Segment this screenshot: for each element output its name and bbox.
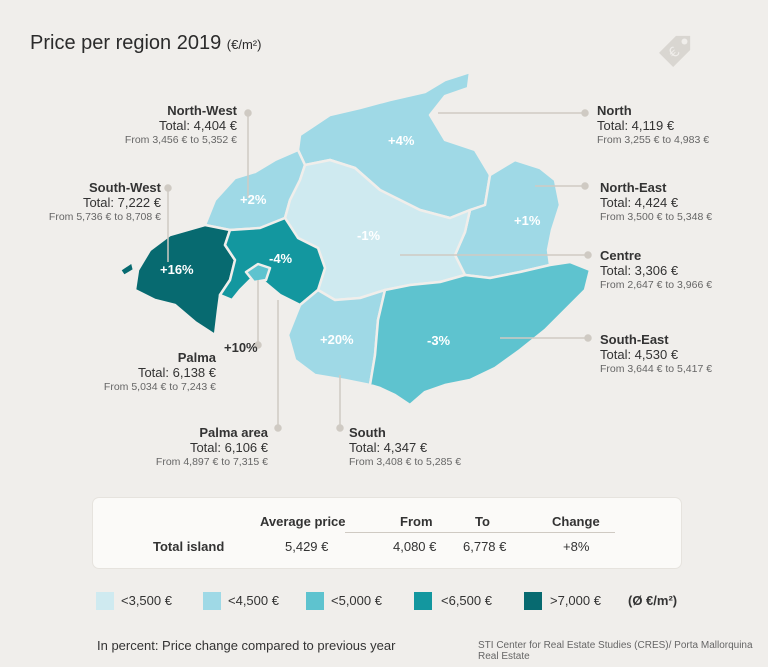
region-palma-area <box>218 216 327 307</box>
page-title: Price per region 2019 (€/m²) <box>30 32 262 54</box>
value-average-price: 5,429 € <box>285 539 329 554</box>
legend-label-2: <4,500 € <box>228 593 279 608</box>
region-palma <box>244 262 272 284</box>
header-from: From <box>400 514 433 529</box>
change-south-west: +16% <box>160 262 194 277</box>
footnote: In percent: Price change compared to pre… <box>97 638 396 653</box>
label-north-west: North-West Total: 4,404 € From 3,456 € t… <box>124 103 237 146</box>
label-palma-area: Palma area Total: 6,106 € From 4,897 € t… <box>155 425 268 468</box>
legend-swatch-3 <box>306 592 324 610</box>
label-north-east: North-East Total: 4,424 € From 3,500 € t… <box>600 180 713 223</box>
label-palma: Palma Total: 6,138 € From 5,034 € to 7,2… <box>103 350 216 393</box>
change-north-west: +2% <box>240 192 267 207</box>
legend-label-1: <3,500 € <box>121 593 172 608</box>
change-south: +20% <box>320 332 354 347</box>
change-north-east: +1% <box>514 213 541 228</box>
change-palma: +10% <box>224 340 258 355</box>
value-to: 6,778 € <box>463 539 507 554</box>
change-palma-area: -4% <box>269 251 293 266</box>
table-divider <box>345 532 615 533</box>
legend-swatch-4 <box>414 592 432 610</box>
header-average-price: Average price <box>260 514 346 529</box>
legend-label-5: >7,000 € <box>550 593 601 608</box>
row-label-total-island: Total island <box>153 539 225 554</box>
total-island-table: Average price From To Change Total islan… <box>93 498 681 568</box>
euro-price-tag-icon: € <box>659 35 691 67</box>
label-south: South Total: 4,347 € From 3,408 € to 5,2… <box>349 425 462 468</box>
label-south-east: South-East Total: 4,530 € From 3,644 € t… <box>600 332 713 375</box>
source-credit: STI Center for Real Estate Studies (CRES… <box>478 640 753 662</box>
region-south-west <box>133 223 237 337</box>
region-south-east <box>368 260 592 407</box>
header-change: Change <box>552 514 600 529</box>
label-north: North Total: 4,119 € From 3,255 € to 4,9… <box>597 103 710 146</box>
header-to: To <box>475 514 490 529</box>
change-south-east: -3% <box>427 333 451 348</box>
value-change: +8% <box>563 539 590 554</box>
legend-swatch-1 <box>96 592 114 610</box>
legend-unit: (Ø €/m²) <box>628 593 678 608</box>
legend-swatch-5 <box>524 592 542 610</box>
change-centre: -1% <box>357 228 381 243</box>
legend-label-3: <5,000 € <box>331 593 382 608</box>
change-north: +4% <box>388 133 415 148</box>
label-south-west: South-West Total: 7,222 € From 5,736 € t… <box>48 180 161 223</box>
label-centre: Centre Total: 3,306 € From 2,647 € to 3,… <box>600 248 713 291</box>
legend-label-4: <6,500 € <box>441 593 492 608</box>
value-from: 4,080 € <box>393 539 437 554</box>
region-south-west-islet <box>118 260 136 278</box>
legend-swatch-2 <box>203 592 221 610</box>
